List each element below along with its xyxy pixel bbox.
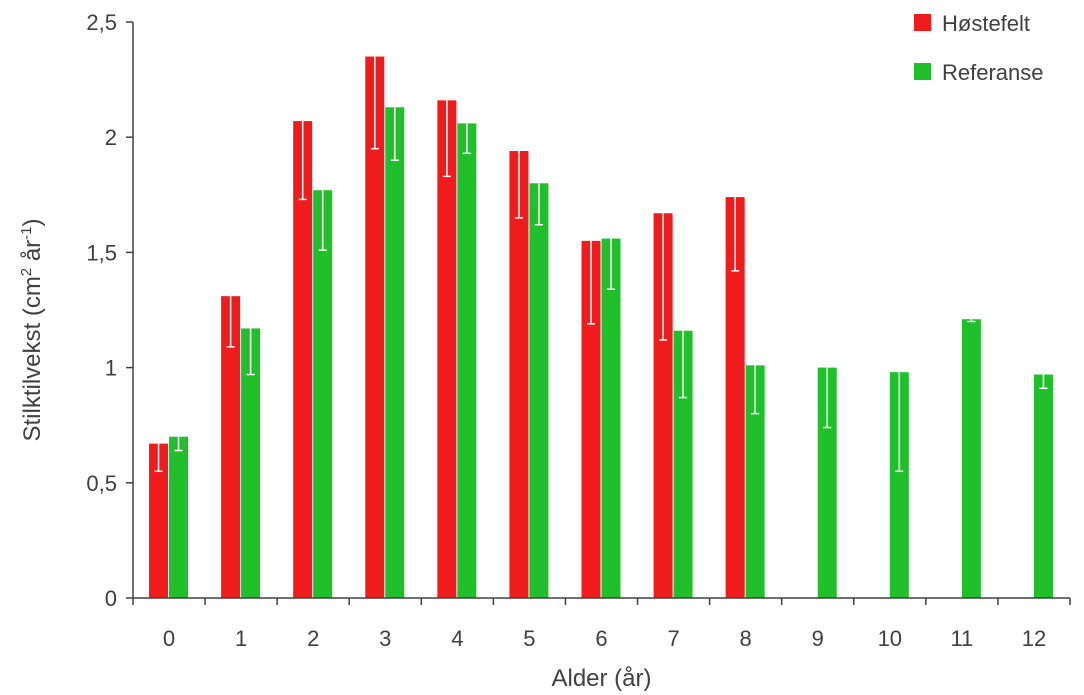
error-bar — [246, 328, 255, 376]
error-bar — [895, 372, 904, 473]
y-axis-title-end: ) — [19, 218, 46, 226]
bar-hostefelt-0 — [149, 443, 169, 598]
bar-referanse-4 — [457, 123, 477, 598]
x-tick-label: 11 — [950, 626, 973, 651]
x-tick-label: 3 — [379, 626, 391, 651]
legend-swatch-referanse — [914, 63, 931, 80]
bar-referanse-3 — [385, 107, 405, 599]
bar-referanse-12 — [1033, 374, 1053, 598]
bar-referanse-1 — [241, 328, 261, 598]
x-tick-label: 0 — [163, 626, 175, 651]
legend-swatch-hostefelt — [914, 14, 931, 31]
legend-label-referanse: Referanse — [942, 60, 1044, 85]
x-tick-label: 10 — [878, 626, 902, 651]
y-axis-title-sup2: -1 — [18, 226, 35, 239]
bar-referanse-5 — [529, 183, 549, 598]
x-tick-label: 8 — [740, 626, 752, 651]
y-axis-title-text: Stilktilvekst (cm — [19, 276, 46, 441]
error-bar — [823, 367, 832, 429]
error-bar — [174, 436, 183, 452]
bar-hostefelt-5 — [509, 151, 529, 599]
x-tick-labels: 0 1 2 3 4 5 6 7 8 9 10 11 12 — [163, 626, 1046, 651]
x-tick-label: 6 — [595, 626, 607, 651]
y-tick-label: 0 — [105, 586, 117, 611]
bar-referanse-6 — [601, 238, 621, 599]
y-tick-label: 1 — [105, 356, 117, 381]
error-bar — [298, 121, 307, 201]
x-tick-label: 2 — [307, 626, 319, 651]
x-tick-label: 7 — [667, 626, 679, 651]
bar-hostefelt-8 — [725, 197, 745, 598]
error-bar — [226, 296, 235, 348]
bar-hostefelt-6 — [581, 240, 601, 598]
x-tick-label: 12 — [1022, 626, 1046, 651]
axes-layer — [126, 21, 1071, 605]
y-tick-label: 2 — [105, 125, 117, 150]
error-bars-layer — [154, 56, 1048, 473]
bar-hostefelt-4 — [437, 100, 457, 598]
bar-referanse-8 — [745, 365, 765, 598]
bar-referanse-11 — [961, 319, 981, 598]
error-bar — [967, 319, 976, 323]
y-tick-label: 0,5 — [86, 471, 117, 496]
error-bar — [318, 190, 327, 251]
y-axis-title-mid: år — [19, 240, 46, 268]
x-tick-label: 5 — [523, 626, 535, 651]
y-tick-label: 2,5 — [86, 10, 117, 35]
bar-referanse-2 — [313, 190, 333, 598]
error-bar — [154, 443, 163, 473]
legend: Høstefelt Referanse — [914, 11, 1044, 85]
error-bar — [534, 183, 543, 226]
y-axis-title-sup1: 2 — [18, 268, 35, 276]
error-bar — [462, 123, 471, 155]
x-tick-label: 4 — [451, 626, 463, 651]
bar-referanse-7 — [673, 330, 693, 598]
bar-hostefelt-1 — [221, 296, 241, 598]
bar-hostefelt-3 — [365, 56, 385, 599]
bar-referanse-0 — [169, 436, 189, 598]
bar-referanse-9 — [817, 367, 837, 598]
x-tick-label: 9 — [812, 626, 824, 651]
error-bar — [1039, 374, 1048, 390]
bars-layer — [149, 56, 1053, 599]
x-axis-title: Alder (år) — [551, 665, 651, 692]
bar-hostefelt-2 — [293, 121, 313, 599]
bar-referanse-10 — [889, 372, 909, 598]
bar-hostefelt-7 — [653, 213, 673, 598]
error-bar — [751, 365, 760, 415]
error-bar — [731, 197, 740, 272]
y-axis-title: Stilktilvekst (cm2 år-1) — [18, 218, 46, 441]
error-bar — [607, 238, 615, 291]
error-bar — [659, 213, 668, 341]
error-bar — [514, 151, 523, 219]
legend-label-hostefelt: Høstefelt — [942, 11, 1030, 36]
y-tick-label: 1,5 — [86, 240, 117, 265]
error-bar — [442, 100, 451, 178]
error-bar — [587, 240, 595, 325]
error-bar — [370, 56, 379, 150]
error-bar — [679, 330, 688, 399]
x-tick-label: 1 — [235, 626, 247, 651]
y-tick-labels: 0 0,5 1 1,5 2 2,5 — [86, 10, 117, 611]
error-bar — [390, 107, 399, 161]
